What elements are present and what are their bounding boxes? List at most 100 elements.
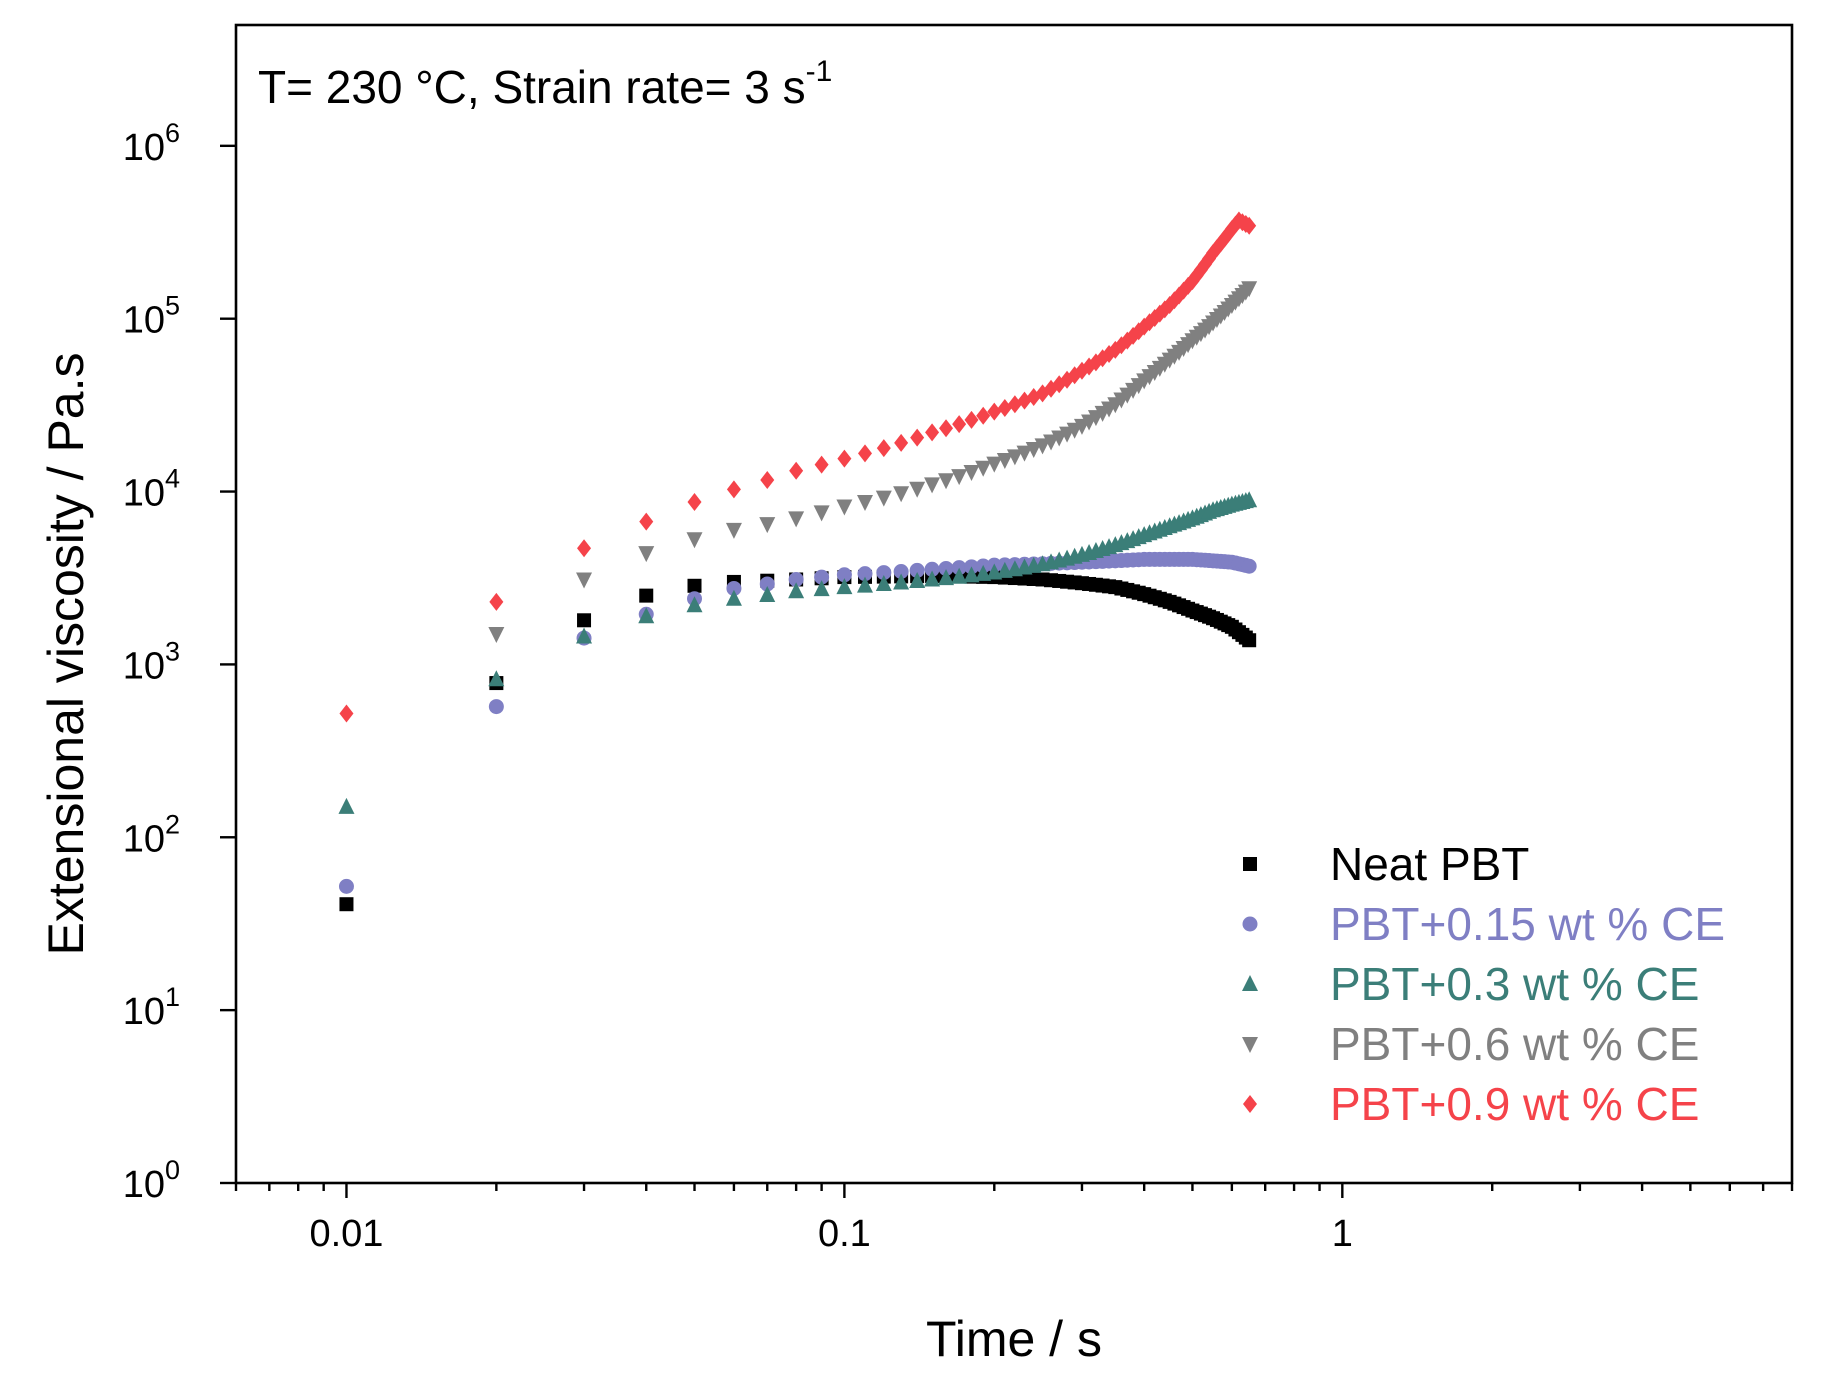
y-tick-label: 106	[123, 118, 180, 169]
legend-marker	[1243, 1095, 1257, 1113]
data-point	[814, 455, 829, 474]
data-point	[837, 449, 852, 468]
data-point	[938, 473, 955, 490]
data-point	[1043, 434, 1060, 451]
data-point	[836, 567, 852, 583]
data-point	[986, 456, 1003, 473]
data-point	[813, 505, 830, 522]
data-point	[1006, 449, 1023, 466]
data-point	[759, 585, 776, 602]
data-point	[577, 539, 592, 558]
data-point	[686, 532, 703, 549]
data-point	[876, 439, 891, 458]
data-point	[909, 562, 925, 578]
data-point	[725, 522, 742, 539]
legend-marker	[1242, 1037, 1258, 1053]
data-point	[894, 433, 909, 452]
data-point	[951, 469, 968, 486]
y-tick-label: 103	[123, 636, 180, 687]
data-point	[976, 406, 991, 425]
data-point	[638, 546, 655, 563]
data-point	[687, 578, 702, 593]
legend-item: PBT+0.15 wt % CE	[1242, 898, 1725, 950]
legend-item: PBT+0.6 wt % CE	[1242, 1018, 1699, 1070]
axes: 0.01 0.1 1 100 101 102 103 104 105 106	[123, 23, 1794, 1255]
data-point	[836, 578, 853, 595]
data-point	[1016, 445, 1033, 462]
data-point	[339, 897, 354, 912]
data-point	[338, 797, 355, 814]
data-point	[1241, 558, 1257, 574]
data-point	[1241, 281, 1258, 298]
data-point	[1025, 442, 1042, 459]
data-point	[925, 423, 940, 442]
data-point	[893, 563, 909, 579]
data-point	[975, 564, 992, 581]
data-point	[788, 582, 805, 599]
data-point	[639, 588, 654, 603]
data-point	[576, 627, 593, 644]
legend-label: PBT+0.15 wt % CE	[1330, 898, 1725, 950]
data-point	[858, 444, 873, 463]
data-point	[938, 569, 955, 586]
y-tick-label: 101	[123, 982, 180, 1033]
y-tick-label: 100	[123, 1155, 180, 1206]
data-point	[814, 569, 830, 585]
data-point	[924, 561, 940, 577]
data-point	[893, 486, 910, 503]
data-point	[951, 560, 967, 576]
data-point	[488, 699, 504, 715]
data-point	[813, 580, 830, 597]
legend-marker	[1242, 975, 1258, 991]
data-point	[576, 572, 593, 589]
data-point	[924, 477, 941, 494]
data-point	[975, 460, 992, 477]
x-tick-label: 0.1	[818, 1213, 871, 1255]
data-point	[759, 576, 775, 592]
data-point	[339, 704, 354, 723]
data-point	[938, 560, 954, 576]
series-2	[338, 551, 1257, 894]
series-3	[338, 491, 1258, 814]
data-point	[489, 592, 504, 611]
data-point	[987, 402, 1002, 421]
data-point	[857, 566, 873, 582]
data-point	[1034, 438, 1051, 455]
legend-item: Neat PBT	[1243, 838, 1529, 890]
data-point	[639, 512, 654, 531]
data-point	[963, 464, 980, 481]
legend-item: PBT+0.3 wt % CE	[1242, 958, 1699, 1010]
data-point	[338, 878, 354, 894]
legend: Neat PBT PBT+0.15 wt % CE PBT+0.3 wt % CE P…	[1242, 838, 1725, 1130]
data-point	[1242, 216, 1257, 235]
data-point	[788, 571, 804, 587]
data-point	[997, 398, 1012, 417]
data-point	[687, 493, 702, 512]
legend-label: PBT+0.6 wt % CE	[1330, 1018, 1699, 1070]
data-point	[789, 461, 804, 480]
data-point	[759, 517, 776, 534]
y-tick-label: 104	[123, 464, 180, 515]
data-point	[893, 573, 910, 590]
data-point	[910, 428, 925, 447]
y-tick-label: 105	[123, 291, 180, 342]
legend-marker	[1242, 916, 1258, 932]
x-tick-label: 1	[1332, 1213, 1353, 1255]
data-point	[876, 565, 892, 581]
data-point	[760, 471, 775, 490]
series-4	[488, 281, 1258, 643]
data-point	[1241, 491, 1258, 508]
data-point	[939, 419, 954, 438]
data-point	[875, 490, 892, 507]
data-point	[726, 480, 741, 499]
data-point	[788, 511, 805, 528]
condition-annotation: T= 230 °C, Strain rate= 3 s-1	[258, 55, 832, 113]
legend-item: PBT+0.9 wt % CE	[1243, 1078, 1699, 1130]
data-point	[836, 499, 853, 516]
data-point	[952, 415, 967, 434]
annotation-superscript: -1	[806, 55, 833, 88]
data-point	[488, 626, 505, 643]
x-axis-title: Time / s	[926, 1311, 1102, 1367]
